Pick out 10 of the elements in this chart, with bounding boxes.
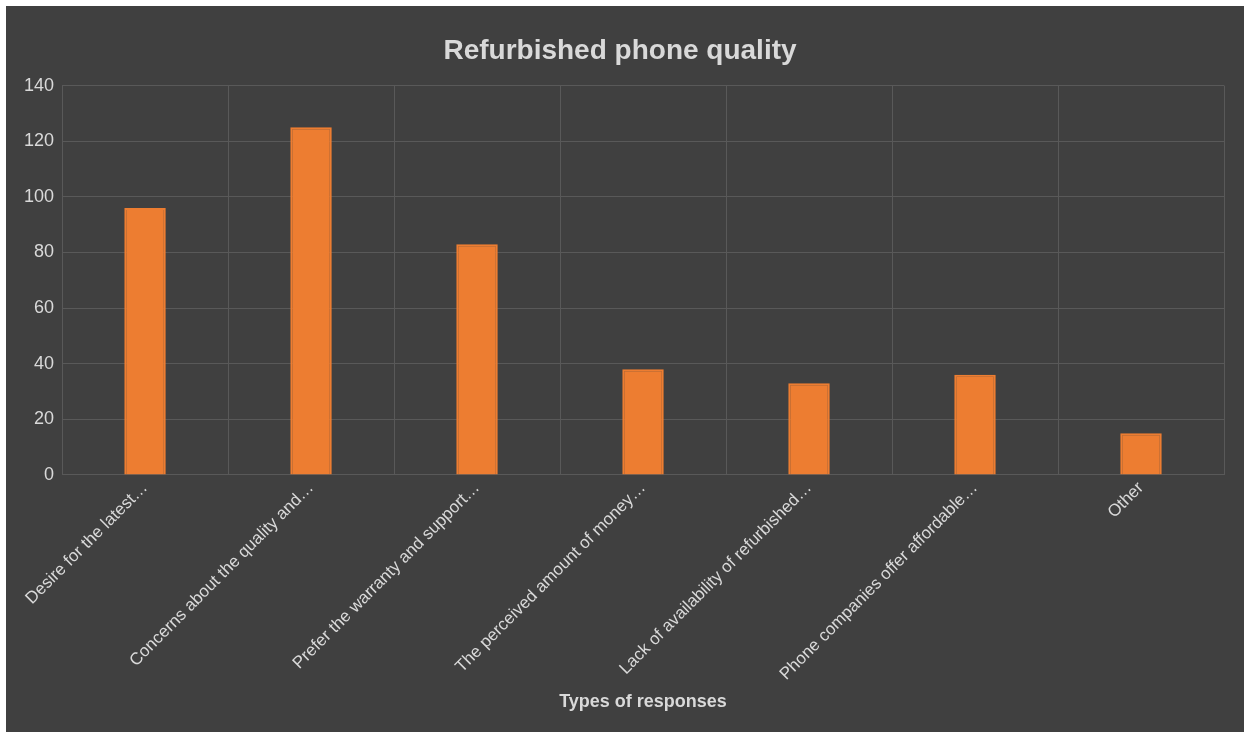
y-tick-label: 100 (23, 185, 55, 206)
x-axis-title: Types of responses (559, 691, 727, 712)
y-tick-label: 0 (44, 463, 55, 484)
y-tick-label: 80 (34, 241, 55, 262)
y-tick-label: 60 (34, 297, 55, 318)
y-tick-label: 120 (23, 130, 55, 151)
y-tick-label: 140 (23, 74, 55, 95)
y-tick-label: 20 (34, 408, 55, 429)
chart-title: Refurbished phone quality (443, 33, 797, 65)
y-tick-label: 40 (34, 352, 55, 373)
